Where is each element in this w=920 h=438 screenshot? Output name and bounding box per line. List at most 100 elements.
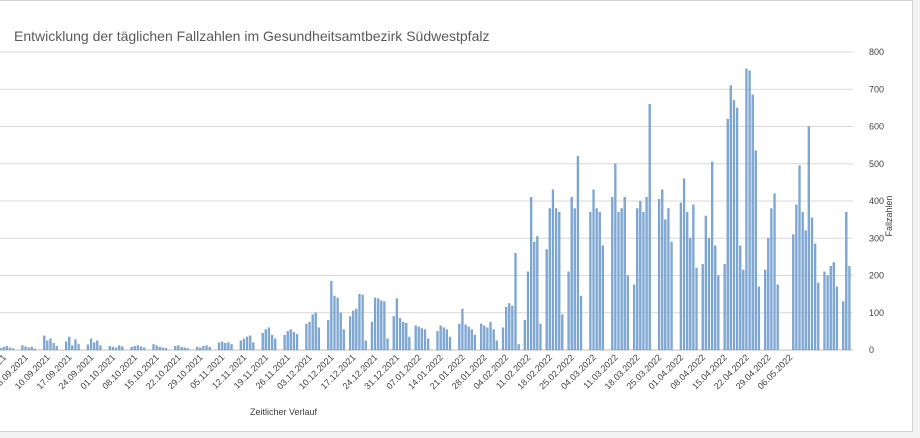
bar <box>267 327 271 351</box>
bar <box>480 323 483 351</box>
bar <box>202 346 205 351</box>
bar <box>245 336 249 351</box>
bar <box>458 323 461 351</box>
bar <box>770 208 773 351</box>
bar <box>636 208 639 351</box>
bar <box>798 165 801 351</box>
y-tick-label: 700 <box>869 84 884 94</box>
bar <box>707 238 711 351</box>
bar <box>364 340 367 351</box>
bar <box>108 346 111 351</box>
bar <box>426 338 430 351</box>
bar <box>545 249 548 351</box>
bar <box>89 338 93 351</box>
bar <box>611 197 614 351</box>
bar <box>242 338 246 351</box>
bar <box>773 193 776 351</box>
bar <box>174 346 177 351</box>
bar-chart: Entwicklung der täglichen Fallzahlen im … <box>0 28 894 417</box>
bar <box>689 238 692 351</box>
bar <box>121 346 124 351</box>
bar <box>392 316 395 351</box>
bar <box>595 208 598 351</box>
bar <box>11 348 15 351</box>
bar <box>648 104 651 351</box>
bar <box>249 335 252 351</box>
bar <box>735 107 739 351</box>
bar <box>795 204 798 351</box>
bar <box>327 320 330 351</box>
bar <box>164 347 168 351</box>
bar <box>414 325 417 351</box>
bar <box>570 197 573 351</box>
bar <box>161 347 164 351</box>
bar <box>536 236 539 351</box>
y-tick-label: 400 <box>869 196 884 206</box>
bar <box>695 267 698 351</box>
bar <box>177 345 180 351</box>
bar <box>701 264 704 351</box>
bar <box>495 340 498 351</box>
bar <box>508 303 511 351</box>
bar <box>492 329 495 351</box>
bar <box>807 126 810 351</box>
bar <box>93 342 96 351</box>
bar <box>514 252 517 351</box>
bar <box>114 347 118 351</box>
bar <box>835 286 839 351</box>
bar <box>682 178 686 351</box>
bar <box>523 320 526 351</box>
y-tick-label: 100 <box>869 308 884 318</box>
bar <box>386 338 389 351</box>
y-tick-label: 600 <box>869 122 884 132</box>
bar <box>729 85 732 351</box>
bar <box>558 212 561 351</box>
bar <box>221 341 224 351</box>
bar <box>664 219 667 351</box>
bar <box>592 189 595 351</box>
bar <box>289 329 292 351</box>
bar <box>589 212 592 351</box>
bar <box>361 294 364 351</box>
y-tick-label: 500 <box>869 159 884 169</box>
y-tick-label: 200 <box>869 271 884 281</box>
bar <box>657 198 661 351</box>
bar <box>252 342 255 351</box>
bar <box>5 346 8 351</box>
bar <box>133 346 136 351</box>
bar <box>483 325 486 351</box>
bar <box>529 197 533 351</box>
bar <box>30 346 33 351</box>
bar <box>49 338 52 351</box>
bar <box>436 331 439 351</box>
bar <box>358 293 361 351</box>
bar <box>224 343 227 351</box>
bar <box>667 208 670 351</box>
bar <box>551 189 555 351</box>
bar <box>489 321 492 351</box>
bar <box>317 327 321 351</box>
bar <box>561 314 564 351</box>
x-axis-label: Zeitlicher Verlauf <box>250 407 318 417</box>
bar <box>8 347 12 351</box>
bar <box>639 200 642 351</box>
bar <box>99 345 102 351</box>
bar <box>470 329 473 351</box>
bar <box>408 336 411 351</box>
bar <box>24 346 27 351</box>
bar <box>111 346 115 351</box>
bar <box>86 344 90 351</box>
bar <box>692 204 695 351</box>
y-tick-labels: 0 100 200 300 400 500 600 700 800 <box>869 47 884 355</box>
x-tick-labels: 27.08.202103.09.202110.09.202117.09.2021… <box>0 352 795 391</box>
bar <box>445 329 448 351</box>
bar <box>517 344 520 351</box>
bar <box>339 312 342 351</box>
bar <box>46 340 49 351</box>
bar <box>823 271 826 351</box>
bar <box>792 234 795 351</box>
bar <box>505 307 508 351</box>
bar <box>632 284 636 351</box>
bar <box>370 321 374 351</box>
bar <box>554 208 558 351</box>
